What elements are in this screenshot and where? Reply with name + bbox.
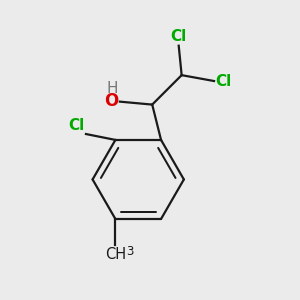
Text: Cl: Cl: [215, 74, 232, 88]
Text: CH: CH: [105, 247, 126, 262]
Text: 3: 3: [126, 245, 133, 259]
Text: Cl: Cl: [171, 29, 187, 44]
Text: O: O: [104, 92, 118, 110]
Text: H: H: [107, 81, 118, 96]
Text: Cl: Cl: [68, 118, 85, 133]
